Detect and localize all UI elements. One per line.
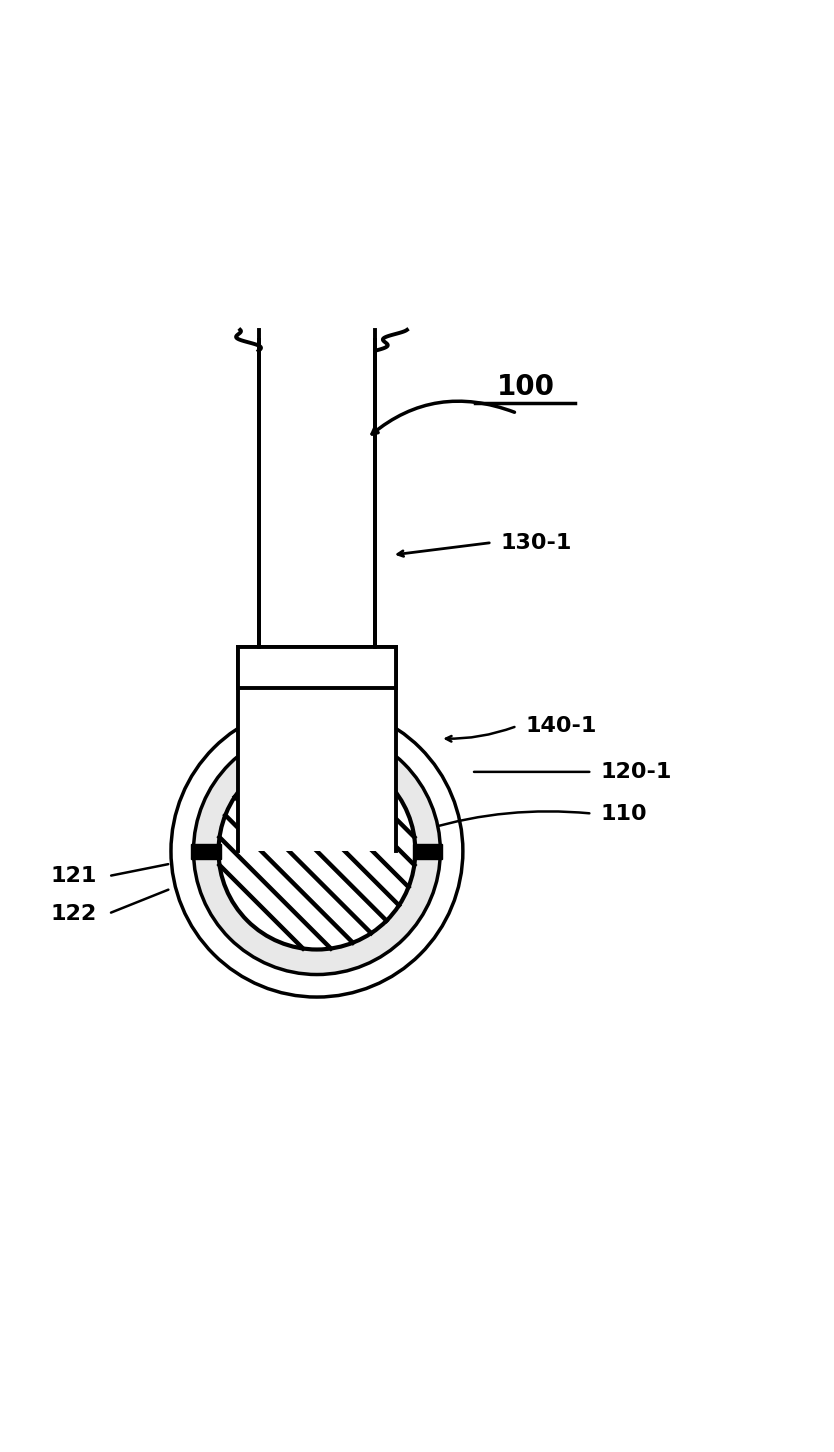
Text: 122: 122 (50, 903, 96, 923)
Circle shape (193, 727, 440, 974)
Text: 121: 121 (50, 867, 97, 886)
Polygon shape (238, 646, 396, 688)
Text: 120-1: 120-1 (600, 762, 672, 781)
Circle shape (219, 752, 415, 950)
Circle shape (171, 706, 463, 998)
Text: 130-1: 130-1 (500, 533, 572, 553)
Text: 110: 110 (600, 803, 647, 823)
Bar (414, 844, 442, 858)
Text: 140-1: 140-1 (525, 716, 597, 736)
Text: 100: 100 (496, 373, 555, 401)
Bar (191, 844, 220, 858)
Bar (238, 646, 396, 851)
